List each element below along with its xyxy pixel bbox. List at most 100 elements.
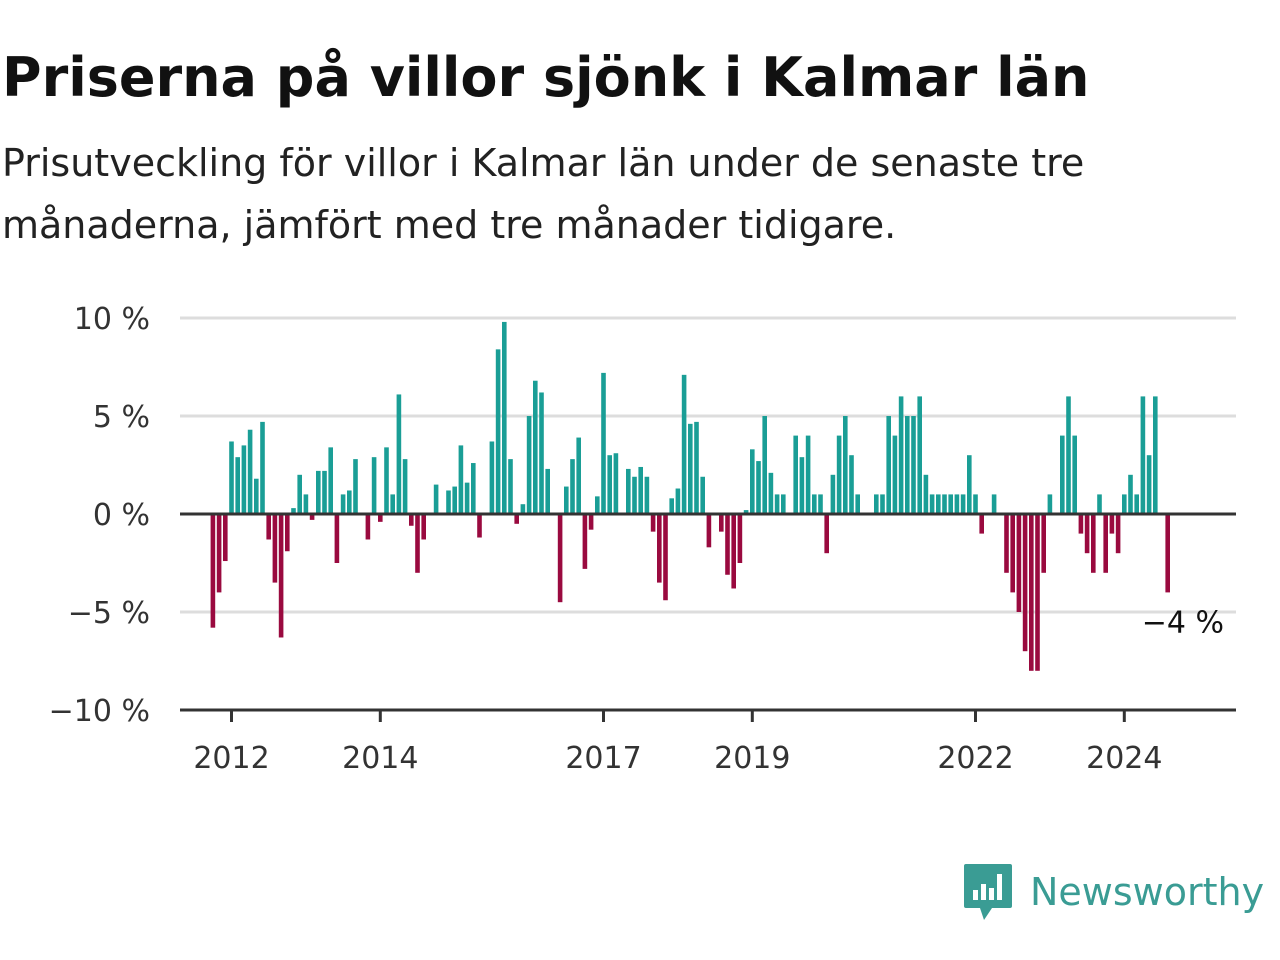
bar — [1122, 494, 1127, 514]
bar — [489, 441, 495, 514]
bar — [508, 459, 513, 514]
bar — [285, 514, 290, 552]
bar — [700, 476, 705, 514]
bar — [303, 494, 309, 514]
bar — [892, 435, 898, 514]
bar — [1041, 514, 1046, 573]
bar — [247, 429, 253, 514]
axes — [180, 512, 1236, 722]
bar — [564, 486, 569, 514]
bar — [613, 453, 619, 514]
bar — [421, 514, 426, 540]
bar — [1097, 494, 1102, 514]
y-tick-label: −10 % — [49, 694, 150, 729]
bar — [836, 435, 842, 514]
last-value-label: −4 % — [1142, 605, 1224, 640]
bar — [582, 514, 588, 569]
bar — [1047, 494, 1053, 514]
bar — [1010, 514, 1015, 593]
x-tick-label: 2024 — [1086, 741, 1162, 776]
bar — [365, 514, 371, 540]
bar — [446, 490, 451, 514]
bar — [799, 457, 805, 514]
bar — [514, 514, 519, 524]
bar — [533, 380, 538, 514]
bar — [1165, 514, 1170, 593]
bar — [520, 504, 526, 514]
bar — [681, 374, 687, 514]
bar — [322, 470, 327, 514]
bar — [378, 514, 383, 522]
bar — [1078, 514, 1084, 534]
bar — [830, 474, 836, 514]
bar — [309, 514, 315, 520]
bar — [781, 494, 786, 514]
x-tick-label: 2022 — [937, 741, 1013, 776]
bar — [719, 514, 724, 532]
bar — [849, 455, 854, 514]
bar — [576, 437, 581, 514]
bar — [595, 496, 600, 514]
newsworthy-logo-icon — [964, 864, 1012, 920]
chart-subtitle: Prisutveckling för villor i Kalmar län u… — [2, 141, 1085, 247]
bar — [917, 396, 922, 514]
bar — [334, 514, 340, 563]
bar — [793, 435, 798, 514]
x-tick-label: 2012 — [193, 741, 269, 776]
bar — [818, 494, 823, 514]
bar — [960, 494, 966, 514]
bar — [545, 468, 550, 514]
bar — [601, 372, 606, 514]
bar — [898, 396, 904, 514]
bar-chart: 10 % 5 % 0 % −5 % −10 % 2012 2014 2017 2019 2022 2… — [49, 302, 1236, 776]
bar — [210, 514, 216, 628]
bar — [638, 466, 643, 514]
bar — [316, 470, 321, 514]
bar — [731, 514, 736, 589]
bar — [353, 459, 358, 514]
bar — [229, 441, 234, 514]
bar — [415, 514, 420, 573]
bar — [340, 494, 346, 514]
bar — [495, 349, 501, 514]
bar — [235, 457, 240, 514]
bar — [1060, 435, 1065, 514]
bar — [948, 494, 953, 514]
bar — [632, 476, 637, 514]
bar — [669, 498, 674, 514]
chart-title: Priserna på villor sjönk i Kalmar län — [2, 46, 1090, 109]
bar — [1084, 514, 1090, 554]
bar — [409, 514, 414, 526]
x-tick-label: 2017 — [565, 741, 641, 776]
bar — [266, 514, 271, 540]
x-tick-label: 2014 — [342, 741, 418, 776]
y-tick-label: 0 % — [93, 498, 150, 533]
bar — [626, 468, 631, 514]
bar — [502, 321, 507, 514]
bar — [750, 449, 755, 514]
y-tick-label: 5 % — [93, 400, 150, 435]
bar — [774, 494, 780, 514]
bar — [471, 463, 476, 514]
bar — [737, 514, 743, 563]
bar — [1072, 435, 1077, 514]
bar — [278, 514, 284, 638]
bar — [241, 445, 247, 514]
bar — [805, 435, 811, 514]
bar — [843, 416, 848, 514]
bar — [942, 494, 947, 514]
bars — [210, 321, 1170, 671]
bar — [557, 514, 563, 603]
bar — [923, 474, 929, 514]
bar — [644, 476, 650, 514]
bar — [433, 484, 439, 514]
x-tick-label: 2019 — [714, 741, 790, 776]
bar — [768, 472, 774, 514]
bar — [694, 421, 699, 514]
bar — [526, 416, 532, 514]
bar — [291, 508, 296, 514]
bar — [1066, 396, 1071, 514]
bar — [743, 510, 749, 514]
bar — [650, 514, 656, 532]
bar — [570, 459, 575, 514]
